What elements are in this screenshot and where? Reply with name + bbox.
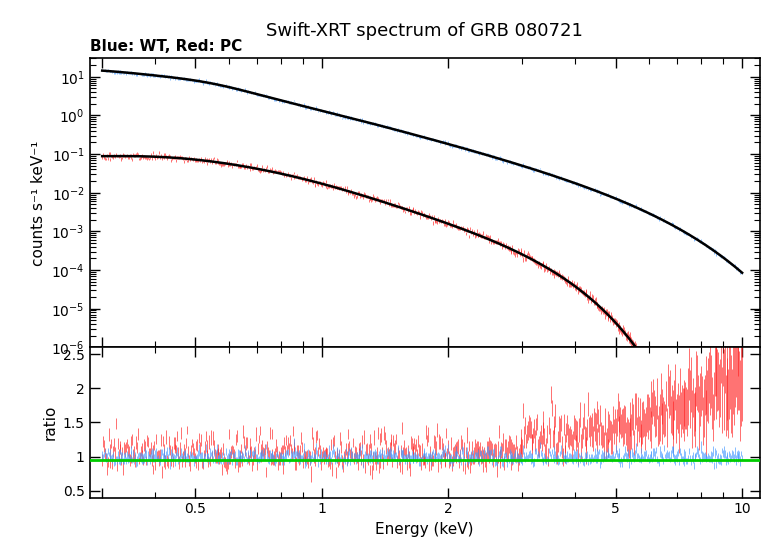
X-axis label: Energy (keV): Energy (keV) <box>375 522 474 537</box>
Y-axis label: counts s⁻¹ keV⁻¹: counts s⁻¹ keV⁻¹ <box>30 140 46 266</box>
Y-axis label: ratio: ratio <box>42 405 57 440</box>
Text: Swift-XRT spectrum of GRB 080721: Swift-XRT spectrum of GRB 080721 <box>266 22 583 40</box>
Text: Blue: WT, Red: PC: Blue: WT, Red: PC <box>90 39 241 54</box>
